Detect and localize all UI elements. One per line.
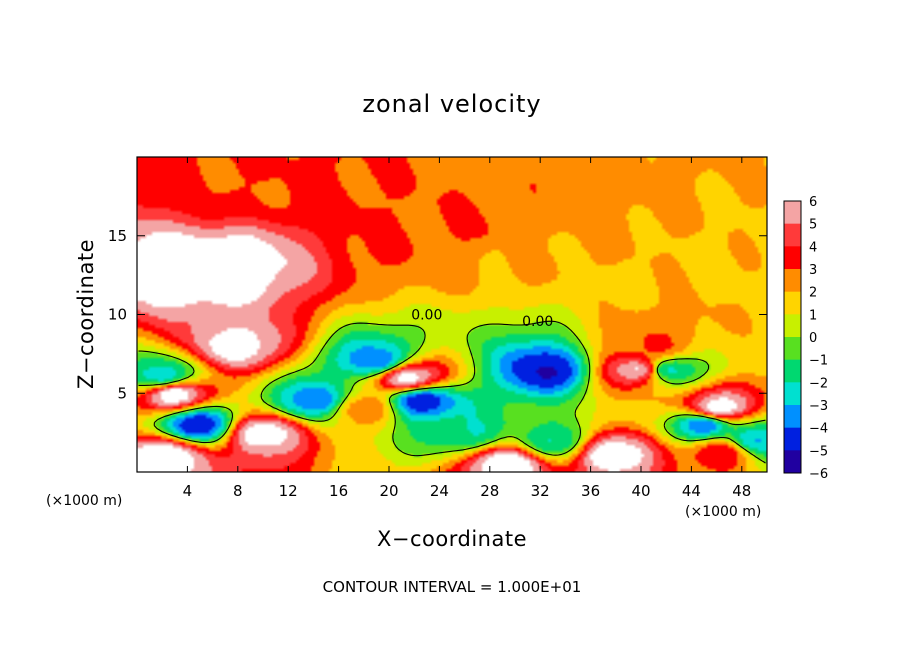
- colorbar-swatch: [784, 314, 801, 338]
- colorbar-swatch: [784, 405, 801, 429]
- zero-contour-line: [138, 320, 766, 464]
- colorbar-label: −6: [809, 467, 828, 482]
- x-axis-unit: (×1000 m): [685, 504, 761, 520]
- colorbar-label: 4: [809, 240, 817, 255]
- x-tick-label: 8: [233, 482, 243, 500]
- x-tick-label: 28: [480, 482, 499, 500]
- contour-label: 0.00: [522, 314, 553, 330]
- plot-area: 0.00 0.00: [136, 156, 768, 473]
- contour-label: 0.00: [411, 308, 442, 324]
- x-tick-label: 4: [183, 482, 193, 500]
- colorbar-swatch: [784, 269, 801, 293]
- velocity-field: [137, 157, 767, 472]
- colorbar-swatch: [784, 246, 801, 270]
- x-tick-label: 44: [682, 482, 701, 500]
- colorbar-label: −2: [809, 376, 828, 391]
- colorbar-label: 2: [809, 286, 817, 301]
- colorbar-swatch: [784, 427, 801, 451]
- x-tick-label: 32: [531, 482, 550, 500]
- y-axis-title: Z−coordinate: [74, 239, 98, 389]
- colorbar-label: −1: [809, 354, 828, 369]
- x-tick-label: 12: [279, 482, 298, 500]
- x-tick-label: 24: [430, 482, 449, 500]
- contour-interval-note: CONTOUR INTERVAL = 1.000E+01: [323, 578, 582, 596]
- x-tick-label: 36: [581, 482, 600, 500]
- x-tick-label: 48: [732, 482, 751, 500]
- colorbar-swatch: [784, 291, 801, 315]
- colorbar-label: −3: [809, 399, 828, 414]
- colorbar-swatch: [784, 201, 801, 225]
- x-tick-label: 16: [329, 482, 348, 500]
- colorbar-swatch: [784, 337, 801, 361]
- colorbar-swatch: [784, 223, 801, 247]
- colorbar-swatch: [784, 359, 801, 383]
- colorbar-label: −4: [809, 422, 828, 437]
- colorbar: 6 5 4 3 2 1 0 −1 −2 −3 −4 −5 −6: [783, 195, 828, 482]
- y-tick-label: 10: [108, 306, 127, 324]
- y-tick-label: 5: [117, 384, 127, 402]
- colorbar-swatch: [784, 450, 801, 474]
- y-axis-unit: (×1000 m): [46, 493, 122, 509]
- y-axis: 5 10 15: [108, 227, 767, 402]
- chart-title: zonal velocity: [362, 90, 541, 118]
- colorbar-label: 3: [809, 263, 817, 278]
- x-tick-label: 40: [631, 482, 650, 500]
- x-tick-label: 20: [379, 482, 398, 500]
- colorbar-swatch: [784, 382, 801, 406]
- contour-lines: 0.00 0.00: [138, 308, 766, 464]
- colorbar-label: 5: [809, 218, 817, 233]
- colorbar-label: 1: [809, 308, 817, 323]
- colorbar-frame: [783, 200, 802, 474]
- colorbar-label: 0: [809, 331, 817, 346]
- y-tick-label: 15: [108, 227, 127, 245]
- colorbar-label: −5: [809, 444, 828, 459]
- x-axis: 4 8 12 16 20 24 28 32 36 40 44 48: [183, 157, 751, 500]
- x-axis-title: X−coordinate: [377, 527, 527, 551]
- colorbar-label: 6: [809, 195, 817, 210]
